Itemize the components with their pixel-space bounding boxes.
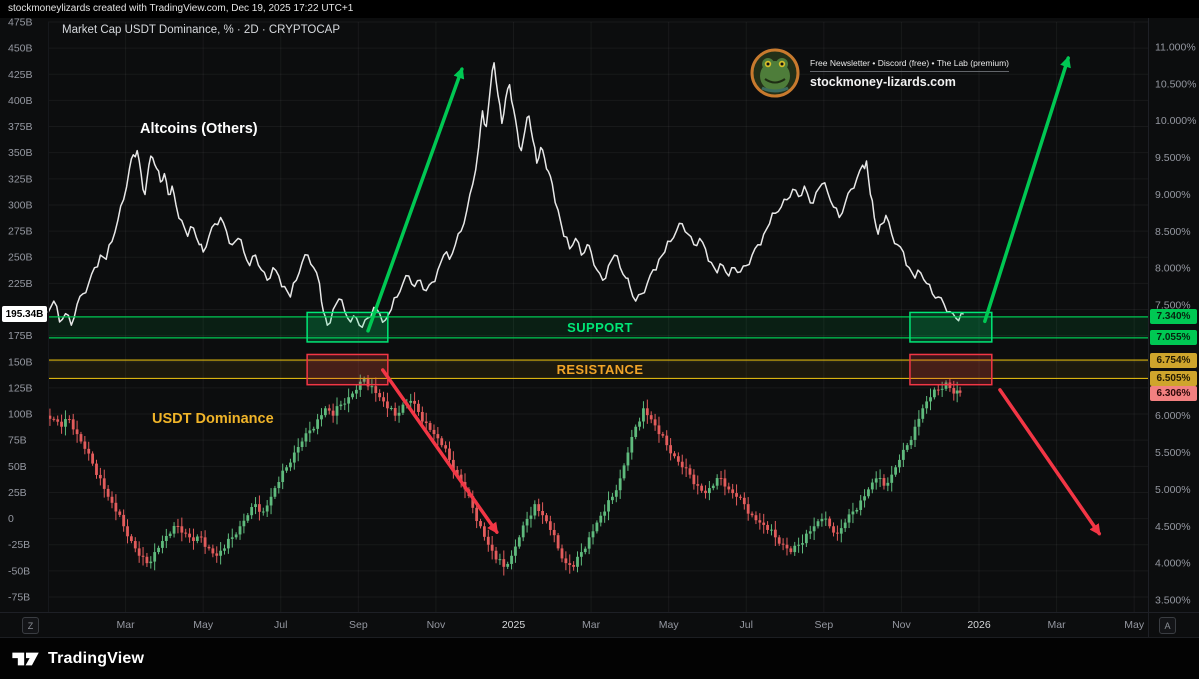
- altcoins-line-series: [47, 62, 965, 329]
- svg-text:425B: 425B: [8, 69, 33, 81]
- svg-text:275B: 275B: [8, 226, 33, 238]
- svg-text:350B: 350B: [8, 147, 33, 159]
- svg-text:-75B: -75B: [8, 592, 30, 604]
- svg-text:May: May: [659, 619, 680, 631]
- candlestick-series: [48, 374, 962, 576]
- trend-arrows: [366, 55, 1102, 536]
- price-label: 7.340%: [1150, 309, 1197, 325]
- svg-text:Nov: Nov: [892, 619, 911, 631]
- price-label: 6.306%: [1150, 385, 1197, 401]
- svg-text:100B: 100B: [8, 409, 33, 421]
- timezone-button[interactable]: Z: [22, 617, 39, 634]
- price-label: 6.754%: [1150, 352, 1197, 368]
- svg-text:May: May: [1124, 619, 1145, 631]
- zone-lines: [48, 316, 1148, 380]
- svg-text:Mar: Mar: [582, 619, 601, 631]
- footer-toolbar: TradingView: [0, 637, 1199, 679]
- tradingview-logo-text: TradingView: [48, 649, 145, 667]
- svg-text:325B: 325B: [8, 173, 33, 185]
- svg-text:9.500%: 9.500%: [1155, 152, 1191, 164]
- brand-divider: [810, 70, 1009, 72]
- svg-text:5.500%: 5.500%: [1155, 447, 1191, 459]
- svg-text:5.000%: 5.000%: [1155, 484, 1191, 496]
- svg-text:6.000%: 6.000%: [1155, 410, 1191, 422]
- price-label: 7.055%: [1150, 330, 1197, 346]
- svg-text:Sep: Sep: [349, 619, 368, 631]
- auto-scale-button[interactable]: A: [1159, 617, 1176, 634]
- svg-text:375B: 375B: [8, 121, 33, 133]
- svg-text:-50B: -50B: [8, 565, 30, 577]
- svg-text:-25B: -25B: [8, 539, 30, 551]
- frog-logo-icon: [750, 48, 800, 98]
- svg-text:10.000%: 10.000%: [1155, 115, 1196, 127]
- svg-text:Mar: Mar: [1048, 619, 1067, 631]
- support-zone-label: SUPPORT: [567, 320, 633, 335]
- tradingview-logo[interactable]: TradingView: [12, 649, 144, 669]
- brand-offerings: Free Newsletter • Discord (free) • The L…: [810, 57, 1009, 68]
- resistance-zone-label: RESISTANCE: [556, 362, 644, 377]
- svg-text:0: 0: [8, 513, 14, 525]
- svg-text:50B: 50B: [8, 461, 27, 473]
- svg-text:10.500%: 10.500%: [1155, 78, 1196, 90]
- svg-text:Jul: Jul: [740, 619, 753, 631]
- brand-domain: stockmoney-lizards.com: [810, 74, 956, 89]
- svg-text:225B: 225B: [8, 278, 33, 290]
- svg-text:Mar: Mar: [117, 619, 136, 631]
- svg-text:May: May: [193, 619, 214, 631]
- svg-text:7.500%: 7.500%: [1155, 300, 1191, 312]
- zone-bands: [48, 316, 1148, 379]
- usdt-series-label: USDT Dominance: [152, 411, 274, 427]
- svg-text:150B: 150B: [8, 356, 33, 368]
- svg-text:Jul: Jul: [274, 619, 287, 631]
- brand-badge: Free Newsletter • Discord (free) • The L…: [750, 48, 1009, 98]
- svg-text:75B: 75B: [8, 435, 27, 447]
- svg-text:250B: 250B: [8, 252, 33, 264]
- svg-text:300B: 300B: [8, 199, 33, 211]
- svg-text:125B: 125B: [8, 382, 33, 394]
- altcoins-last-value-badge: 195.34B: [2, 306, 47, 323]
- attribution-bar: stockmoneylizards created with TradingVi…: [0, 0, 1199, 18]
- svg-text:11.000%: 11.000%: [1155, 42, 1196, 54]
- price-label: 6.505%: [1150, 370, 1197, 386]
- svg-text:3.500%: 3.500%: [1155, 595, 1191, 607]
- altcoins-series-label: Altcoins (Others): [140, 121, 258, 137]
- svg-text:25B: 25B: [8, 487, 27, 499]
- svg-text:175B: 175B: [8, 330, 33, 342]
- svg-text:9.000%: 9.000%: [1155, 189, 1191, 201]
- svg-text:8.000%: 8.000%: [1155, 263, 1191, 275]
- svg-text:4.000%: 4.000%: [1155, 558, 1191, 570]
- svg-text:475B: 475B: [8, 17, 33, 29]
- svg-text:450B: 450B: [8, 43, 33, 55]
- svg-text:Nov: Nov: [427, 619, 446, 631]
- annotation-boxes: [306, 311, 993, 386]
- svg-text:2025: 2025: [502, 619, 526, 631]
- svg-text:2026: 2026: [967, 619, 991, 631]
- svg-text:400B: 400B: [8, 95, 33, 107]
- svg-text:4.500%: 4.500%: [1155, 521, 1191, 533]
- attribution-text: stockmoneylizards created with TradingVi…: [8, 3, 354, 14]
- svg-text:Sep: Sep: [814, 619, 833, 631]
- svg-text:8.500%: 8.500%: [1155, 226, 1191, 238]
- chart-legend[interactable]: Market Cap USDT Dominance, % · 2D · CRYP…: [62, 24, 340, 36]
- brand-text: Free Newsletter • Discord (free) • The L…: [810, 58, 1009, 89]
- tradingview-logo-icon: [12, 652, 39, 665]
